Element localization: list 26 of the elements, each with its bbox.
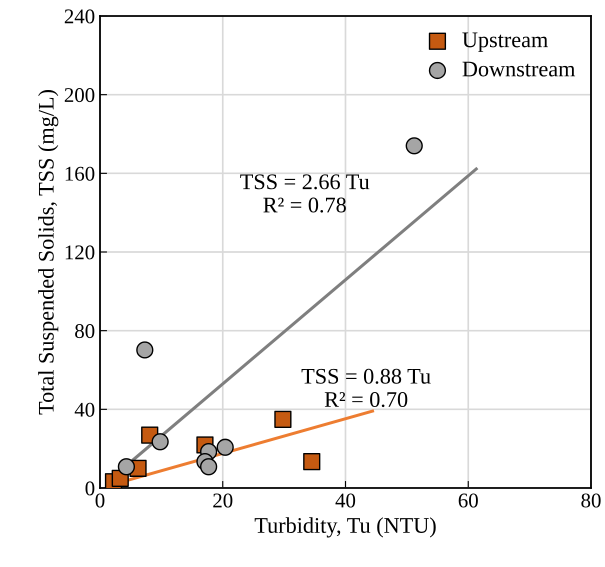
x-tick-label: 60 <box>458 493 478 508</box>
y-tick-label: 160 <box>66 166 94 181</box>
point <box>136 341 154 359</box>
legend-label: Downstream <box>462 62 576 77</box>
y-axis-title: Total Suspended Solids, TSS (mg/L) <box>38 90 58 415</box>
point <box>274 410 292 428</box>
x-tick-label: 40 <box>335 493 356 508</box>
point <box>216 438 234 456</box>
point <box>118 458 136 476</box>
legend-label: Upstream <box>462 32 548 52</box>
y-tick-label: 120 <box>66 245 94 260</box>
x-tick-label: 0 <box>96 493 104 508</box>
x-tick-label: 20 <box>213 493 232 508</box>
y-tick-label: 80 <box>75 324 94 338</box>
point <box>152 433 169 450</box>
y-tick-label: 40 <box>74 402 94 417</box>
annotation: TSS = 0.88 Tu R² = 0.70 <box>302 368 431 408</box>
annotation: TSS = 2.66 Tu R² = 0.78 <box>240 174 370 213</box>
x-axis-title: Turbidity, Tu (NTU) <box>254 517 436 538</box>
y-tick-label: 240 <box>64 9 94 24</box>
point <box>406 137 423 154</box>
y-tick-label: 200 <box>64 88 94 102</box>
x-tick-label: 80 <box>581 493 601 508</box>
y-tick-label: 0 <box>86 481 94 496</box>
point <box>303 453 320 470</box>
point <box>200 458 218 476</box>
